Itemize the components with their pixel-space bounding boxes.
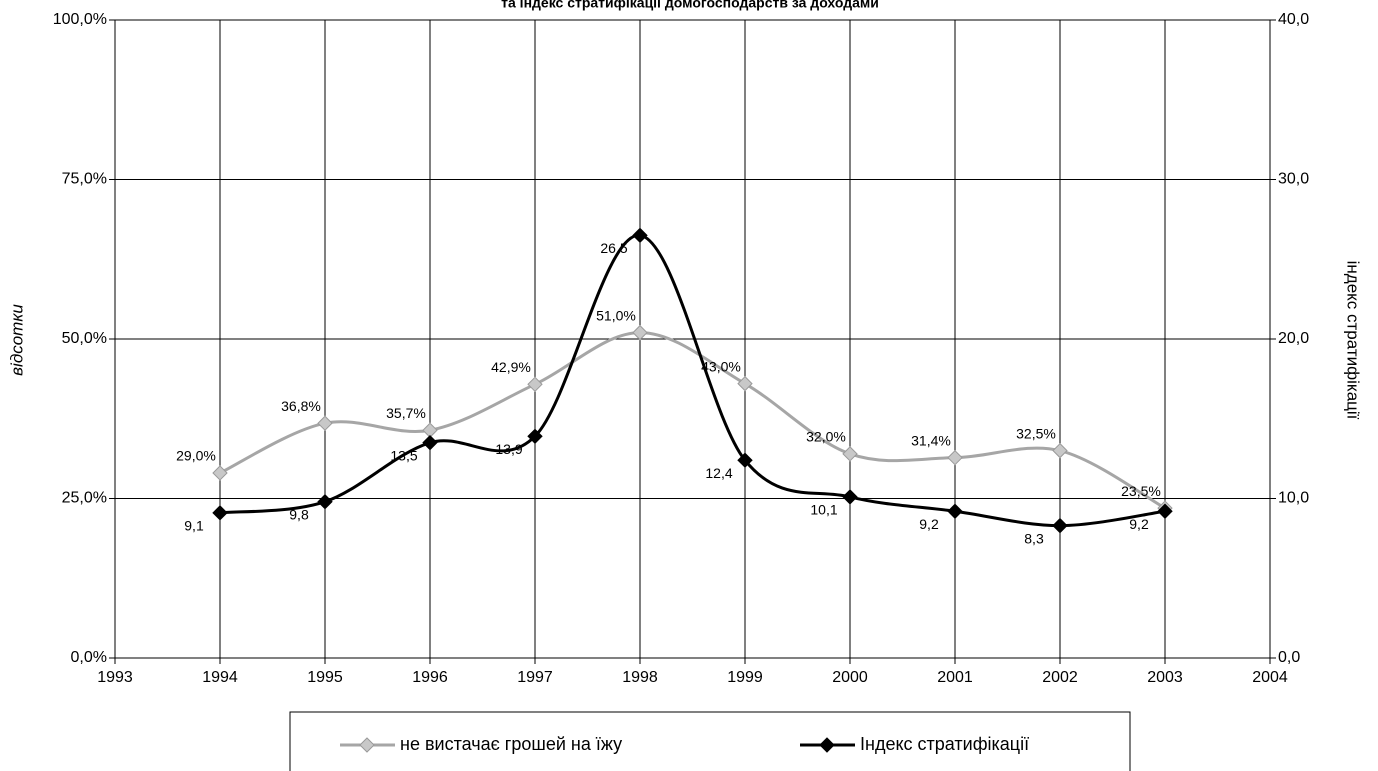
y2-tick-label: 40,0 (1278, 11, 1309, 28)
x-tick-label: 2000 (832, 669, 868, 686)
legend-marker (359, 737, 375, 753)
marker (737, 375, 753, 392)
data-label: 23,5% (1121, 483, 1161, 499)
y2-tick-label: 10,0 (1278, 490, 1309, 507)
y-tick-label: 75,0% (62, 171, 107, 188)
x-tick-label: 2002 (1042, 669, 1078, 686)
marker (212, 465, 228, 481)
data-label: 9,2 (1129, 516, 1149, 532)
y-tick-label: 25,0% (62, 490, 107, 507)
marker (947, 503, 963, 519)
y2-axis-label: індекс стратифікації (1344, 261, 1363, 420)
y2-tick-label: 0,0 (1278, 649, 1300, 666)
x-tick-label: 1996 (412, 669, 448, 686)
y-tick-label: 50,0% (62, 330, 107, 347)
series-line (219, 233, 1166, 528)
legend-marker (819, 737, 835, 753)
data-label: 31,4% (911, 432, 951, 448)
marker (317, 415, 333, 431)
y-tick-label: 100,0% (53, 11, 107, 28)
data-label: 9,2 (919, 516, 939, 532)
marker (842, 489, 858, 505)
marker (317, 493, 333, 510)
data-label: 35,7% (386, 405, 426, 421)
y-tick-label: 0,0% (71, 649, 107, 666)
data-label: 9,8 (289, 506, 309, 522)
marker (212, 505, 228, 521)
data-label: 9,1 (184, 518, 204, 534)
data-label: 8,3 (1024, 530, 1044, 546)
x-tick-label: 1993 (97, 669, 133, 686)
marker (1157, 503, 1173, 519)
data-label: 32,0% (806, 429, 846, 445)
y2-tick-label: 30,0 (1278, 171, 1309, 188)
x-tick-label: 1994 (202, 669, 238, 686)
x-tick-label: 1998 (622, 669, 658, 686)
data-label: 10,1 (810, 502, 837, 518)
marker (632, 324, 648, 341)
marker (1052, 517, 1068, 534)
data-label: 13,5 (390, 447, 417, 463)
data-label: 26,5 (600, 240, 627, 256)
marker (842, 446, 858, 462)
marker (632, 227, 648, 244)
series-line (219, 331, 1166, 510)
x-tick-label: 2004 (1252, 669, 1288, 686)
data-label: 32,5% (1016, 425, 1056, 441)
data-label: 51,0% (596, 307, 636, 323)
data-label: 42,9% (491, 359, 531, 375)
marker (422, 434, 438, 451)
x-tick-label: 2001 (937, 669, 973, 686)
data-label: 43,0% (701, 358, 741, 374)
marker (737, 452, 753, 468)
chart-title: та індекс стратифікації домогосподарств … (501, 0, 879, 11)
legend-box (289, 711, 1131, 771)
y-axis-label: відсотки (7, 304, 26, 376)
x-tick-label: 2003 (1147, 669, 1183, 686)
x-tick-label: 1995 (307, 669, 343, 686)
data-label: 13,9 (495, 441, 522, 457)
x-tick-label: 1997 (517, 669, 553, 686)
marker (1052, 442, 1068, 459)
data-label: 12,4 (705, 465, 732, 481)
marker (947, 449, 963, 466)
legend-label: не вистачає грошей на їжу (400, 734, 622, 754)
marker (527, 428, 543, 445)
x-tick-label: 1999 (727, 669, 763, 686)
legend-label: Індекс стратифікації (860, 734, 1029, 754)
plot-frame (114, 19, 1271, 659)
data-label: 29,0% (176, 448, 216, 464)
data-label: 36,8% (281, 398, 321, 414)
marker (527, 376, 543, 393)
y2-tick-label: 20,0 (1278, 330, 1309, 347)
